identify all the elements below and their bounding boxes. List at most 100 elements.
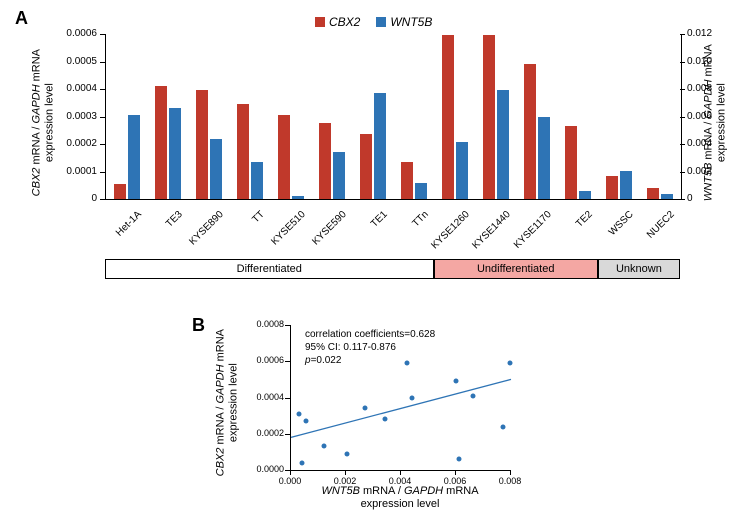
legend-item-cbx2: CBX2 xyxy=(315,15,360,29)
bar-wnt5b xyxy=(251,162,263,199)
ticklabel-b-y: 0.0006 xyxy=(246,355,284,365)
group-box: Differentiated xyxy=(105,259,434,279)
tick-b-y xyxy=(285,398,290,399)
tick-right xyxy=(680,62,685,63)
anno-line2: 95% CI: 0.117-0.876 xyxy=(305,341,435,354)
bar-cbx2 xyxy=(606,176,618,199)
bar-cbx2 xyxy=(278,115,290,199)
tick-left xyxy=(100,117,105,118)
bar-wnt5b xyxy=(661,194,673,200)
bar-wnt5b xyxy=(456,142,468,199)
ticklabel-b-x: 0.000 xyxy=(270,476,310,486)
ticklabel-b-y: 0.0008 xyxy=(246,319,284,329)
bar-wnt5b xyxy=(579,191,591,199)
ticklabel-left: 0.0003 xyxy=(55,111,97,122)
legend-label-wnt5b: WNT5B xyxy=(390,15,432,29)
scatter-point xyxy=(322,444,327,449)
tick-b-x xyxy=(400,470,401,475)
bar-cbx2 xyxy=(647,188,659,199)
legend-swatch-wnt5b xyxy=(376,17,386,27)
scatter-point xyxy=(345,451,350,456)
bar-cbx2 xyxy=(237,104,249,199)
ticklabel-b-y: 0.0002 xyxy=(246,428,284,438)
axis-b-x-label: WNT5B mRNA / GAPDH mRNA expression level xyxy=(290,485,510,510)
bar-wnt5b xyxy=(620,171,632,199)
ticklabel-right: 0.004 xyxy=(687,138,712,149)
bar-cbx2 xyxy=(114,184,126,199)
tick-b-x xyxy=(345,470,346,475)
tick-b-x xyxy=(455,470,456,475)
axis-b-y-r1: mRNA / xyxy=(214,404,226,448)
anno-line1: correlation coefficients=0.628 xyxy=(305,328,435,341)
tick-b-y xyxy=(285,434,290,435)
ticklabel-left: 0.0004 xyxy=(55,83,97,94)
panel-a-letter: A xyxy=(15,8,28,29)
bar-wnt5b xyxy=(292,196,304,199)
ticklabel-right: 0.002 xyxy=(687,166,712,177)
group-box: Undifferentiated xyxy=(434,259,598,279)
figure-root: A CBX2 WNT5B CBX2 mRNA / GAPDH mRNA expr… xyxy=(0,0,756,524)
axis-a-left-rest2: mRNA xyxy=(30,49,42,84)
bar-cbx2 xyxy=(524,64,536,199)
tick-b-y xyxy=(285,325,290,326)
bar-cbx2 xyxy=(360,134,372,199)
ticklabel-right: 0.008 xyxy=(687,83,712,94)
plot-a xyxy=(105,34,682,200)
bar-cbx2 xyxy=(442,35,454,199)
ticklabel-left: 0.0005 xyxy=(55,56,97,67)
tick-right xyxy=(680,199,685,200)
legend-swatch-cbx2 xyxy=(315,17,325,27)
tick-right xyxy=(680,144,685,145)
bar-wnt5b xyxy=(374,93,386,199)
ticklabel-left: 0 xyxy=(55,193,97,204)
tick-left xyxy=(100,89,105,90)
scatter-point xyxy=(454,379,459,384)
axis-b-y-r2: mRNA xyxy=(214,329,226,364)
panel-b-letter: B xyxy=(192,315,205,336)
tick-right xyxy=(680,34,685,35)
ticklabel-right: 0.010 xyxy=(687,56,712,67)
bar-wnt5b xyxy=(128,115,140,199)
tick-left xyxy=(100,199,105,200)
tick-left xyxy=(100,172,105,173)
scatter-point xyxy=(456,457,461,462)
legend-top: CBX2 WNT5B xyxy=(315,15,432,29)
scatter-point xyxy=(300,460,305,465)
bar-cbx2 xyxy=(483,35,495,199)
ticklabel-right: 0.006 xyxy=(687,111,712,122)
axis-a-left-line2: expression level xyxy=(43,83,56,162)
bar-wnt5b xyxy=(538,117,550,200)
legend-label-cbx2: CBX2 xyxy=(329,15,360,29)
axis-b-x-r1: mRNA / xyxy=(360,485,404,497)
tick-left xyxy=(100,34,105,35)
axis-b-y-label: CBX2 mRNA / GAPDH mRNA expression level xyxy=(214,318,239,488)
scatter-point xyxy=(297,411,302,416)
bar-wnt5b xyxy=(415,183,427,200)
axis-b-y-gapdh: GAPDH xyxy=(214,364,226,403)
anno-p-rest: =0.022 xyxy=(311,355,342,366)
ticklabel-right: 0 xyxy=(687,193,693,204)
bar-wnt5b xyxy=(497,90,509,199)
tick-left xyxy=(100,62,105,63)
bar-wnt5b xyxy=(210,139,222,200)
ticklabel-left: 0.0002 xyxy=(55,138,97,149)
axis-a-left-rest1: mRNA / xyxy=(30,124,42,168)
scatter-point xyxy=(470,393,475,398)
group-box: Unknown xyxy=(598,259,680,279)
bar-cbx2 xyxy=(196,90,208,199)
axis-b-y-cbx2: CBX2 xyxy=(214,448,226,477)
axis-b-x-line2: expression level xyxy=(290,498,510,511)
tick-right xyxy=(680,89,685,90)
tick-left xyxy=(100,144,105,145)
axis-a-right-line2: expression level xyxy=(715,83,728,162)
ticklabel-b-x: 0.004 xyxy=(380,476,420,486)
bar-cbx2 xyxy=(565,126,577,199)
tick-right xyxy=(680,172,685,173)
axis-a-left-gapdh: GAPDH xyxy=(30,84,42,123)
scatter-point xyxy=(363,406,368,411)
scatter-point xyxy=(500,424,505,429)
ticklabel-b-y: 0.0004 xyxy=(246,392,284,402)
legend-item-wnt5b: WNT5B xyxy=(376,15,432,29)
bar-cbx2 xyxy=(319,123,331,199)
ticklabel-b-y: 0.0000 xyxy=(246,464,284,474)
